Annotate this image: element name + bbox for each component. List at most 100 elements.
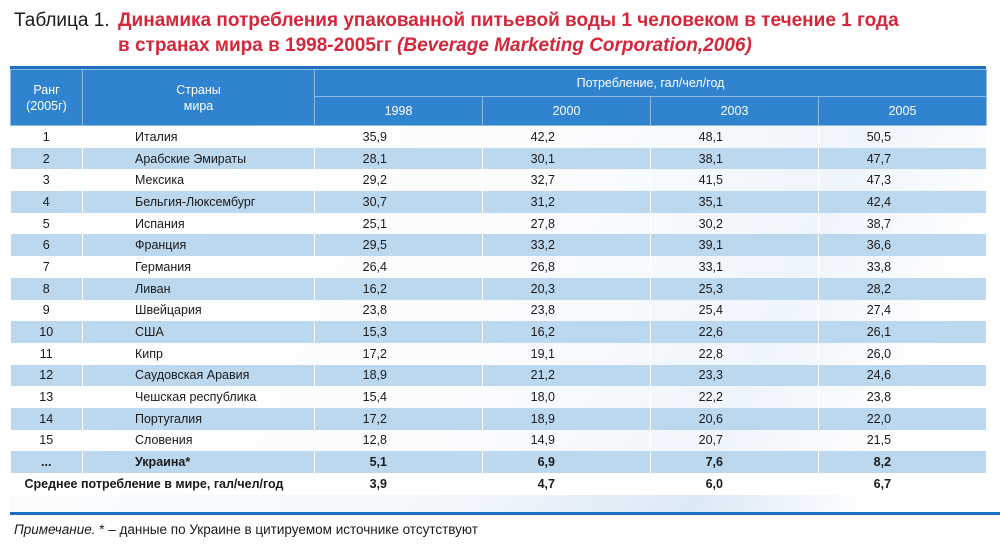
average-label: Среднее потребление в мире, гал/чел/год	[10, 473, 315, 495]
value-2005-cell: 27,4	[818, 299, 988, 322]
value-2005-cell: 28,2	[818, 277, 988, 300]
title-main-line1: Динамика потребления упакованной питьево…	[118, 10, 899, 31]
country-cell: Арабские Эмираты	[82, 147, 315, 170]
rank-cell: 1	[10, 125, 83, 148]
value-1998-cell: 29,5	[314, 234, 483, 257]
value-2005-cell: 47,3	[818, 169, 988, 192]
country-cell: Бельгия-Люксембург	[82, 191, 315, 213]
country-cell: Украина*	[82, 451, 315, 473]
country-cell: Мексика	[82, 169, 315, 192]
footnote-text: * – данные по Украине в цитируемом источ…	[95, 522, 478, 537]
value-1998-cell: 12,8	[314, 429, 483, 452]
table-row: 9 Швейцария 23,8 23,8 25,4 27,4	[10, 299, 988, 322]
table-row: 7 Германия 26,4 26,8 33,1 33,8	[10, 256, 988, 278]
table-bottom-rule	[10, 512, 1000, 515]
table-row: 13 Чешская республика 15,4 18,0 22,2 23,…	[10, 386, 988, 408]
average-2005-cell: 6,7	[818, 473, 988, 495]
title-main-line2: в странах мира в 1998-2005гг	[118, 35, 392, 56]
value-2000-cell: 27,8	[482, 212, 651, 235]
table-row: 11 Кипр 17,2 19,1 22,8 26,0	[10, 342, 988, 365]
header-year-2005: 2005	[817, 96, 988, 126]
value-2000-cell: 14,9	[482, 429, 651, 452]
country-cell: Ливан	[82, 277, 315, 300]
footnote: Примечание. * – данные по Украине в цити…	[14, 522, 478, 537]
rank-cell: 14	[10, 407, 83, 430]
value-2005-cell: 21,5	[818, 429, 988, 452]
value-1998-cell: 30,7	[314, 191, 483, 213]
header-year-2000: 2000	[482, 96, 651, 126]
value-2000-cell: 32,7	[482, 169, 651, 192]
value-2005-cell: 36,6	[818, 234, 988, 257]
value-2003-cell: 25,3	[650, 277, 819, 300]
value-2003-cell: 41,5	[650, 169, 819, 192]
rank-cell: 5	[10, 212, 83, 235]
average-2000-cell: 4,7	[482, 473, 651, 495]
rank-cell: 6	[10, 234, 83, 257]
value-1998-cell: 26,4	[314, 256, 483, 278]
table-row-average: Среднее потребление в мире, гал/чел/год …	[10, 473, 988, 495]
value-2005-cell: 24,6	[818, 364, 988, 387]
value-2003-cell: 38,1	[650, 147, 819, 170]
country-cell: Испания	[82, 212, 315, 235]
value-2003-cell: 22,8	[650, 342, 819, 365]
country-cell: Словения	[82, 429, 315, 452]
value-2003-cell: 48,1	[650, 125, 819, 148]
value-2000-cell: 33,2	[482, 234, 651, 257]
average-1998-cell: 3,9	[314, 473, 483, 495]
rank-cell: 12	[10, 364, 83, 387]
value-2000-cell: 26,8	[482, 256, 651, 278]
value-2000-cell: 6,9	[482, 451, 651, 473]
value-2000-cell: 30,1	[482, 147, 651, 170]
value-2003-cell: 22,2	[650, 386, 819, 408]
table-row: 10 США 15,3 16,2 22,6 26,1	[10, 321, 988, 343]
rank-cell: 10	[10, 321, 83, 343]
table-row: 6 Франция 29,5 33,2 39,1 36,6	[10, 234, 988, 257]
header-rank: Ранг (2005г)	[10, 69, 83, 126]
country-cell: Италия	[82, 125, 315, 148]
value-2005-cell: 8,2	[818, 451, 988, 473]
country-cell: Чешская республика	[82, 386, 315, 408]
rank-cell: 15	[10, 429, 83, 452]
value-2003-cell: 20,6	[650, 407, 819, 430]
header-country-line1: Страны	[176, 82, 221, 97]
value-2000-cell: 31,2	[482, 191, 651, 213]
value-2003-cell: 35,1	[650, 191, 819, 213]
country-cell: Португалия	[82, 407, 315, 430]
value-2003-cell: 33,1	[650, 256, 819, 278]
table-row: 8 Ливан 16,2 20,3 25,3 28,2	[10, 277, 988, 300]
value-2000-cell: 21,2	[482, 364, 651, 387]
value-2000-cell: 23,8	[482, 299, 651, 322]
value-2005-cell: 23,8	[818, 386, 988, 408]
rank-cell: 7	[10, 256, 83, 278]
value-2003-cell: 7,6	[650, 451, 819, 473]
rank-cell: 13	[10, 386, 83, 408]
value-2000-cell: 20,3	[482, 277, 651, 300]
rank-cell: 11	[10, 342, 83, 365]
value-2005-cell: 26,1	[818, 321, 988, 343]
table-row-ukraine: ... Украина* 5,1 6,9 7,6 8,2	[10, 451, 988, 473]
country-cell: Франция	[82, 234, 315, 257]
value-2003-cell: 30,2	[650, 212, 819, 235]
rank-cell: 8	[10, 277, 83, 300]
value-1998-cell: 28,1	[314, 147, 483, 170]
table-row: 3 Мексика 29,2 32,7 41,5 47,3	[10, 169, 988, 192]
value-1998-cell: 17,2	[314, 407, 483, 430]
table-row: 12 Саудовская Аравия 18,9 21,2 23,3 24,6	[10, 364, 988, 387]
country-cell: Германия	[82, 256, 315, 278]
value-2005-cell: 38,7	[818, 212, 988, 235]
value-2000-cell: 42,2	[482, 125, 651, 148]
value-2005-cell: 42,4	[818, 191, 988, 213]
value-1998-cell: 18,9	[314, 364, 483, 387]
value-1998-cell: 15,3	[314, 321, 483, 343]
header-year-2003: 2003	[650, 96, 819, 126]
value-2000-cell: 18,0	[482, 386, 651, 408]
value-1998-cell: 5,1	[314, 451, 483, 473]
table-row: 15 Словения 12,8 14,9 20,7 21,5	[10, 429, 988, 452]
value-1998-cell: 35,9	[314, 125, 483, 148]
value-2005-cell: 22,0	[818, 407, 988, 430]
country-cell: Швейцария	[82, 299, 315, 322]
rank-cell: 9	[10, 299, 83, 322]
value-2003-cell: 20,7	[650, 429, 819, 452]
header-rank-line1: Ранг	[33, 82, 60, 97]
rank-cell: 4	[10, 191, 83, 213]
